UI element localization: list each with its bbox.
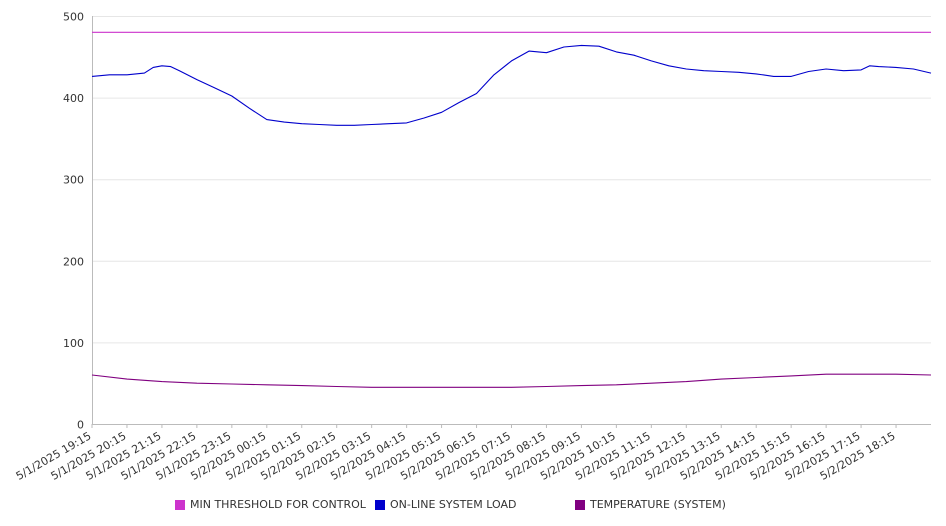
y-tick-label: 100 <box>63 337 84 350</box>
legend-swatch <box>175 499 185 510</box>
legend-swatch <box>375 499 385 510</box>
y-tick-labels: 0 100 200 300 400 500 <box>63 11 84 432</box>
y-tick-label: 300 <box>63 174 84 187</box>
x-tick-labels: 5/1/2025 19:155/1/2025 20:155/1/2025 21:… <box>14 424 898 483</box>
legend-item-temperature[interactable]: TEMPERATURE (SYSTEM) <box>575 498 726 511</box>
legend-label: MIN THRESHOLD FOR CONTROL <box>190 498 366 511</box>
legend-item-min-threshold[interactable]: MIN THRESHOLD FOR CONTROL <box>175 498 366 511</box>
legend-swatch <box>575 499 585 510</box>
y-tick-label: 200 <box>63 255 84 268</box>
y-tick-label: 0 <box>77 419 84 432</box>
y-tick-label: 500 <box>63 11 84 24</box>
legend-label: ON-LINE SYSTEM LOAD <box>390 498 517 511</box>
legend-label: TEMPERATURE (SYSTEM) <box>590 498 726 511</box>
series-lines <box>91 31 932 388</box>
system-load-line <box>91 44 932 126</box>
legend: MIN THRESHOLD FOR CONTROL ON-LINE SYSTEM… <box>0 498 946 514</box>
legend-item-system-load[interactable]: ON-LINE SYSTEM LOAD <box>375 498 516 511</box>
y-tick-label: 400 <box>63 92 84 105</box>
temperature-line <box>91 373 932 388</box>
axes <box>92 16 931 425</box>
grid <box>92 16 931 344</box>
